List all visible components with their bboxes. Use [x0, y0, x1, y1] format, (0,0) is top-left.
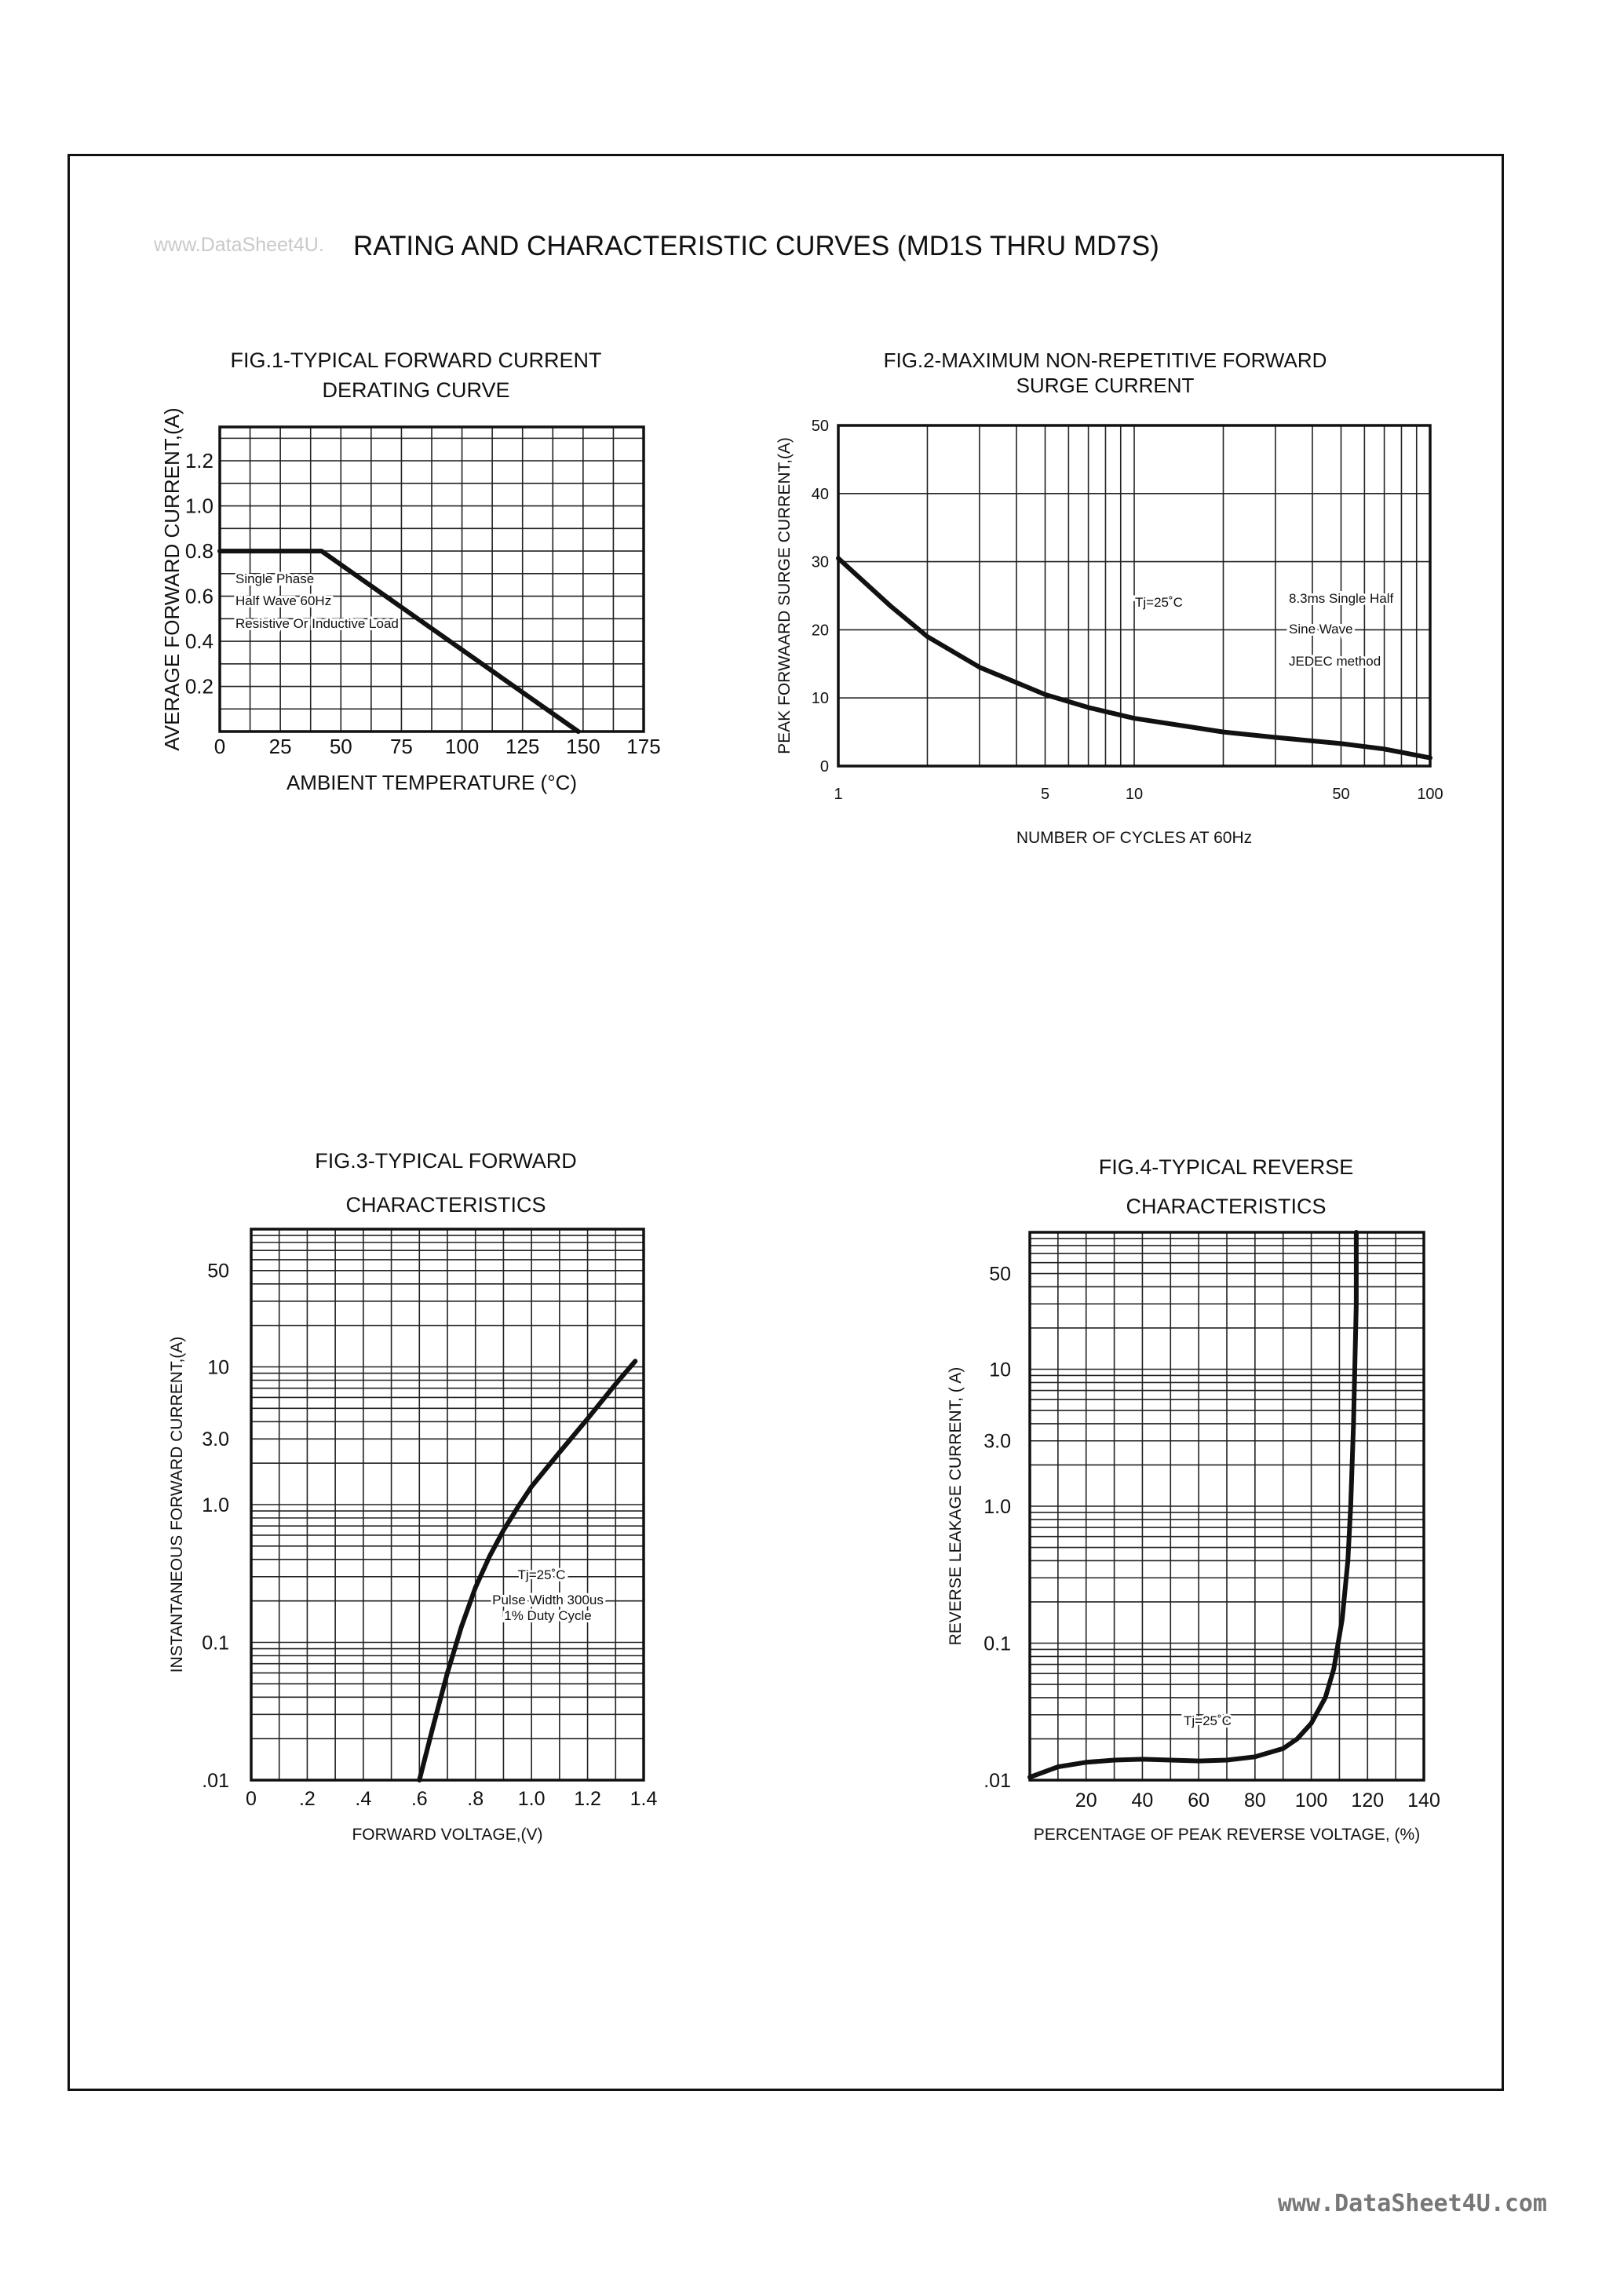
fig4-x-tick-label: 60 — [1188, 1790, 1210, 1812]
fig1-x-tick-label: 50 — [330, 735, 352, 758]
fig4-x-tick-label: 80 — [1244, 1790, 1266, 1812]
fig2-title-line: SURGE CURRENT — [1016, 374, 1195, 397]
fig2-y-tick-label: 0 — [820, 758, 829, 775]
fig4-y-tick-label: 0.1 — [984, 1633, 1011, 1655]
fig2-grid — [838, 425, 1430, 766]
fig2-x-axis-label: NUMBER OF CYCLES AT 60Hz — [1016, 829, 1252, 847]
fig1-series-line — [217, 549, 581, 734]
fig1-x-tick-label: 150 — [566, 735, 600, 758]
fig2-y-axis-label: PEAK FORWAARD SURGE CURRENT,(A) — [776, 437, 794, 754]
fig1-x-tick-label: 25 — [269, 735, 292, 758]
fig3-y-tick-label: 50 — [207, 1261, 229, 1282]
fig4-annotation: Tj=25˚C — [1184, 1713, 1232, 1728]
fig1-annotation: Single Phase — [235, 571, 314, 586]
fig1-x-tick-label: 0 — [214, 735, 225, 758]
fig4-x-tick-label: 120 — [1351, 1790, 1384, 1812]
fig4-x-tick-label: 140 — [1407, 1790, 1440, 1812]
fig1-y-tick-label: 0.6 — [185, 585, 213, 608]
fig3-grid — [251, 1229, 644, 1780]
fig1-x-tick-label: 175 — [626, 735, 660, 758]
fig4-y-tick-label: 1.0 — [984, 1496, 1011, 1518]
fig2-annotation: 8.3ms Single Half — [1289, 591, 1394, 606]
fig2-y-tick-label: 20 — [812, 622, 829, 639]
fig2-y-tick-label: 30 — [812, 554, 829, 571]
fig3-title-line: CHARACTERISTICS — [345, 1193, 546, 1217]
watermark-top: www.DataSheet4U. — [154, 234, 324, 256]
fig2-title-line: FIG.2-MAXIMUM NON-REPETITIVE FORWARD — [884, 348, 1327, 372]
fig2-annotation: JEDEC method — [1289, 654, 1381, 669]
fig3-x-tick-label: .8 — [467, 1788, 484, 1810]
fig1-y-tick-label: 1.2 — [185, 449, 213, 472]
fig2-chart: FIG.2-MAXIMUM NON-REPETITIVE FORWARDSURG… — [776, 348, 1443, 847]
fig1-chart: FIG.1-TYPICAL FORWARD CURRENT DERATING CU… — [160, 348, 661, 794]
fig3-x-tick-label: 1.4 — [630, 1788, 658, 1810]
fig3-series-line — [417, 1359, 638, 1782]
fig1-title-line: FIG.1-TYPICAL FORWARD CURRENT — [230, 348, 601, 372]
fig4-y-axis-label: REVERSE LEAKAGE CURRENT, ( A) — [947, 1367, 965, 1646]
fig4-plot-frame — [1028, 1231, 1425, 1782]
fig3-annotation: Pulse Width 300us — [492, 1593, 604, 1607]
fig2-annotation: Sine Wave — [1289, 622, 1353, 637]
fig4-y-tick-label: .01 — [984, 1770, 1011, 1792]
fig3-annotation: 1% Duty Cycle — [504, 1608, 591, 1623]
fig2-y-tick-label: 40 — [812, 486, 829, 503]
fig3-y-tick-label: 1.0 — [202, 1494, 229, 1516]
fig4-y-tick-label: 3.0 — [984, 1430, 1011, 1452]
fig2-x-tick-label: 100 — [1417, 786, 1443, 803]
fig4-title-line: CHARACTERISTICS — [1126, 1195, 1326, 1218]
fig2-y-tick-label: 50 — [812, 418, 829, 435]
fig1-y-tick-label: 0.2 — [185, 675, 213, 699]
fig4-x-tick-label: 40 — [1132, 1790, 1154, 1812]
fig3-plot-frame — [250, 1228, 645, 1782]
fig1-x-axis-label: AMBIENT TEMPERATURE (°C) — [286, 771, 577, 794]
fig3-y-tick-label: .01 — [202, 1770, 229, 1792]
fig2-x-tick-label: 50 — [1332, 786, 1349, 803]
fig4-title-line: FIG.4-TYPICAL REVERSE — [1099, 1155, 1354, 1179]
fig1-y-tick-label: 1.0 — [185, 494, 213, 518]
fig3-y-axis-label: INSTANTANEOUS FORWARD CURRENT,(A) — [168, 1337, 186, 1673]
fig1-y-tick-label: 0.8 — [185, 539, 213, 563]
fig4-grid — [1030, 1232, 1424, 1780]
page-frame — [68, 154, 1504, 2091]
fig2-series-line — [836, 556, 1432, 761]
fig3-x-tick-label: .6 — [411, 1788, 428, 1810]
page-title: RATING AND CHARACTERISTIC CURVES (MD1S T… — [353, 231, 1159, 261]
fig1-title-line: DERATING CURVE — [322, 378, 509, 402]
fig2-x-tick-label: 10 — [1126, 786, 1143, 803]
fig1-x-tick-label: 75 — [390, 735, 413, 758]
fig3-chart: FIG.3-TYPICAL FORWARD CHARACTERISTICS 0 .2.… — [168, 1149, 657, 1844]
fig1-y-tick-label: 0.4 — [185, 629, 213, 653]
fig3-y-tick-label: 0.1 — [202, 1632, 229, 1654]
fig4-y-tick-label: 10 — [989, 1359, 1011, 1381]
fig3-x-tick-label: 0 — [246, 1788, 257, 1810]
fig2-y-tick-label: 10 — [812, 690, 829, 707]
fig4-x-tick-label: 20 — [1075, 1790, 1097, 1812]
fig4-y-tick-label: 50 — [989, 1263, 1011, 1285]
fig4-series-line — [1027, 1230, 1359, 1780]
fig3-x-tick-label: .2 — [299, 1788, 316, 1810]
fig2-x-tick-label: 1 — [834, 786, 842, 803]
fig4-chart: FIG.4-TYPICAL REVERSE CHARACTERISTICS 20 40… — [947, 1155, 1440, 1844]
fig1-y-axis-label: AVERAGE FORWARD CURRENT,(A) — [160, 407, 184, 750]
fig2-annotation: Tj=25˚C — [1135, 595, 1183, 610]
fig1-annotation: Resistive Or Inductive Load — [235, 616, 399, 631]
fig3-x-axis-label: FORWARD VOLTAGE,(V) — [352, 1826, 542, 1844]
fig2-plot-frame — [837, 424, 1432, 768]
fig2-x-tick-label: 5 — [1041, 786, 1049, 803]
fig1-plot-frame — [218, 425, 645, 733]
watermark-bottom[interactable]: www.DataSheet4U.com — [1277, 2190, 1547, 2217]
fig3-x-tick-label: 1.0 — [518, 1788, 546, 1810]
fig4-x-axis-label: PERCENTAGE OF PEAK REVERSE VOLTAGE, (%) — [1034, 1826, 1420, 1844]
fig3-y-tick-label: 3.0 — [202, 1428, 229, 1450]
fig3-annotation: Tj=25˚C — [518, 1567, 566, 1582]
fig1-annotation: Half Wave 60Hz — [235, 593, 331, 608]
fig3-x-tick-label: 1.2 — [574, 1788, 601, 1810]
fig1-x-tick-label: 100 — [445, 735, 479, 758]
fig1-x-tick-label: 125 — [505, 735, 539, 758]
fig3-title-line: FIG.3-TYPICAL FORWARD — [315, 1149, 577, 1173]
fig4-x-tick-label: 100 — [1295, 1790, 1328, 1812]
fig3-x-tick-label: .4 — [355, 1788, 371, 1810]
fig3-y-tick-label: 10 — [207, 1356, 229, 1378]
